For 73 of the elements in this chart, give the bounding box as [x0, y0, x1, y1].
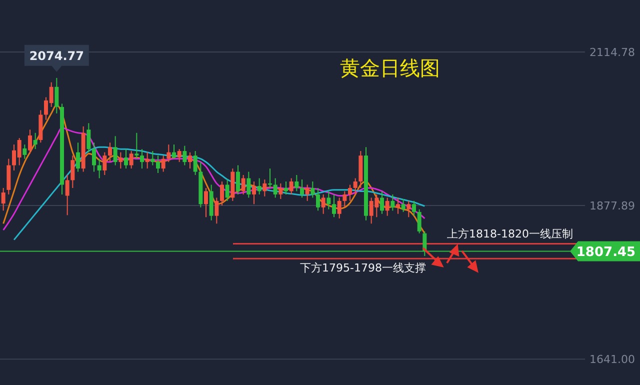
candlestick: [214, 197, 219, 224]
candlestick: [65, 174, 70, 216]
candlestick: [406, 200, 411, 218]
line-series: [13, 146, 426, 241]
candlestick: [289, 178, 294, 195]
y-tick-label: 2114.78: [590, 46, 635, 59]
candlestick: [161, 155, 166, 172]
candlestick: [316, 187, 320, 212]
candlestick: [172, 144, 176, 160]
candlestick: [380, 190, 384, 214]
candlestick: [342, 190, 347, 208]
candlestick: [54, 77, 59, 114]
candlestick: [273, 178, 278, 198]
text: 黄金日线图: [340, 56, 440, 80]
candlestick: [252, 180, 256, 205]
annotation: 2074.77: [29, 48, 84, 63]
candlestick: [385, 197, 390, 216]
candlestick: [166, 144, 171, 163]
line-series: [2, 126, 426, 231]
candlestick: [70, 155, 75, 188]
candlestick: [108, 142, 112, 163]
candlestick: [246, 171, 251, 198]
candlestick: [76, 142, 80, 172]
candlestick: [140, 148, 144, 170]
candlestick: [177, 148, 182, 163]
candlestick: [220, 180, 224, 206]
candlestick: [332, 194, 336, 218]
candlestick: [188, 152, 192, 170]
candlestick: [124, 148, 128, 170]
candlestick: [97, 158, 102, 179]
candlestick: [118, 152, 123, 170]
candlestick: [284, 180, 288, 195]
candlestick: [310, 180, 315, 198]
candlestick: [257, 178, 262, 195]
candlestick: [401, 198, 406, 212]
y-tick-label: 1641.00: [590, 353, 635, 366]
candlestick: [1, 187, 6, 212]
candlestick: [134, 132, 139, 160]
ref-line-label: 上方1818-1820一线压制: [447, 228, 573, 241]
candlestick: [348, 184, 352, 202]
candlestick: [92, 142, 96, 172]
candlestick: [417, 208, 422, 234]
candlestick: [278, 182, 283, 200]
candlestick: [113, 136, 118, 166]
candlestick: [300, 179, 304, 198]
candlestick: [86, 122, 91, 153]
candlestick: [412, 200, 416, 216]
candlestick: [337, 197, 342, 219]
candlestick: [150, 150, 155, 166]
candlestick: [22, 144, 27, 160]
candlestick: [129, 150, 134, 170]
candlestick: [236, 164, 240, 195]
candlestick: [262, 179, 267, 197]
candlestick: [241, 174, 246, 195]
candlestick: [326, 190, 331, 210]
candlestick: [33, 132, 38, 150]
candlestick: [156, 155, 160, 174]
y-tick-label: 1877.89: [590, 200, 635, 213]
candlestick: [102, 152, 107, 176]
candlestick: [225, 179, 230, 202]
candlestick: [145, 152, 150, 170]
candlestick: [305, 184, 310, 202]
candlestick: [28, 129, 32, 154]
candlestick: [294, 174, 299, 192]
ref-line-label: 1807.45: [576, 245, 636, 260]
ref-line-label: 下方1795-1798一线支撑: [300, 262, 426, 275]
candlestick: [204, 187, 208, 218]
candlestick: [353, 178, 358, 195]
candlestick: [182, 145, 187, 166]
candlestick: [396, 197, 400, 214]
candlestick: [193, 150, 198, 176]
candlestick: [390, 194, 395, 212]
candlestick: [321, 194, 326, 214]
